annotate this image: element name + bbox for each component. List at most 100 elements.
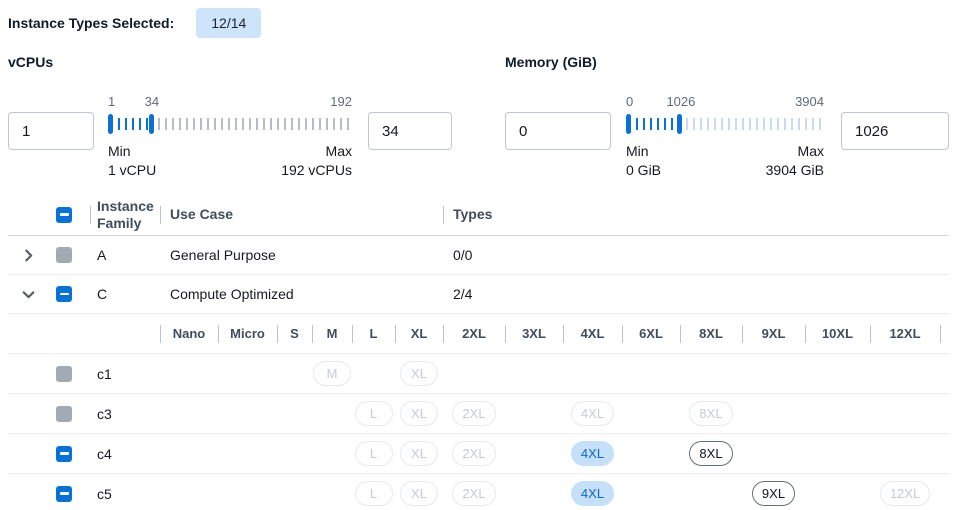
chevron-right-icon[interactable] [21,248,36,263]
chip-c5-9xl[interactable]: 9XL [751,481,796,506]
size-cell-c4-4xl: 4XL [563,434,622,473]
chip-c4-8xl[interactable]: 8XL [689,441,733,466]
select-family-A[interactable] [56,247,72,263]
size-column-header-l: L [352,314,395,353]
memory-min-input[interactable] [505,112,611,150]
size-cell-c4-12xl [870,434,940,473]
size-cell-c3-3xl [505,394,563,433]
size-cell-c1-micro [218,354,277,393]
size-cell-c4-xl: XL [395,434,443,473]
memory-slider-track[interactable] [626,114,824,134]
memory-label: Memory (GiB) [505,54,597,70]
size-cell-c1-s [277,354,312,393]
size-cell-c1-l [352,354,395,393]
memory-scale-current: 1026 [666,94,696,109]
size-cell-c4-nano [160,434,218,473]
size-cell-c4-10xl [805,434,870,473]
size-cell-c4-m [312,434,352,473]
vcpus-max-input[interactable] [368,112,452,150]
instance-name: c4 [97,445,112,462]
selection-summary: Instance Types Selected: 12/14 [8,8,949,38]
size-cell-c3-nano [160,394,218,433]
indeterminate-dash [59,492,69,495]
memory-captions: Min 0 GiB Max 3904 GiB [626,142,824,180]
row-expand-spacer [8,394,48,433]
chip-c5-2xl: 2XL [452,481,496,506]
size-cell-c3-micro [218,394,277,433]
size-cell-c4-s [277,434,312,473]
size-cell-c3-10xl [805,394,870,433]
instance-row-c5: c5 L XL 2XL 4XL 9XL 12XL [8,474,949,510]
chevron-down-icon[interactable] [21,287,36,302]
vcpus-min-input[interactable] [8,112,94,150]
size-cell-c1-8xl [680,354,742,393]
size-cell-c5-2xl: 2XL [443,474,505,510]
size-cell-c1-9xl [742,354,805,393]
size-cell-c4-6xl [622,434,680,473]
filters: vCPUs 1 34 192 [8,54,949,180]
memory-slider: 0 1026 3904 Min 0 GiB [626,94,824,180]
select-family-C[interactable] [56,286,72,302]
chip-c3-l: L [354,401,393,426]
chip-c4-xl: XL [400,441,438,466]
vcpus-ticks-unselected [151,118,352,130]
vcpus-ticks-selected [111,118,152,130]
size-cell-c4-2xl: 2XL [443,434,505,473]
select-instance-c3[interactable] [56,405,72,422]
size-cell-c1-12xl [870,354,940,393]
chip-c1-m: M [313,361,351,386]
size-column-header-m: M [312,314,352,353]
instance-row-c4: c4 L XL 2XL 4XL 8XL [8,434,949,474]
select-instance-c1[interactable] [56,365,72,382]
chip-c4-4xl[interactable]: 4XL [570,441,615,466]
size-cell-c3-2xl: 2XL [443,394,505,433]
size-cell-c5-micro [218,474,277,510]
size-cell-c5-10xl [805,474,870,510]
table-body: A General Purpose 0/0 C Compute Optimized 2/4… [8,236,949,510]
family-name: C [97,286,108,302]
vcpus-max-label: Max [325,143,352,159]
select-instance-c5[interactable] [56,485,72,502]
memory-ticks-unselected [679,118,824,130]
memory-slider-handle-max[interactable] [677,114,683,134]
chip-c4-l: L [354,441,393,466]
memory-max-input[interactable] [841,112,949,150]
vcpus-slider-track[interactable] [108,114,352,134]
instance-name: c1 [97,365,112,382]
memory-max-label: Max [797,143,824,159]
family-row-A: A General Purpose 0/0 [8,236,949,275]
family-row-C: C Compute Optimized 2/4 [8,275,949,314]
size-cell-c3-xl: XL [395,394,443,433]
size-cell-c4-8xl: 8XL [680,434,742,473]
size-cell-c3-6xl [622,394,680,433]
select-instance-c4[interactable] [56,445,72,462]
vcpus-slider: 1 34 192 Min 1 vCPU [108,94,352,180]
vcpus-max-caption: 192 vCPUs [281,162,352,178]
size-cell-c3-8xl: 8XL [680,394,742,433]
size-cell-c4-micro [218,434,277,473]
vcpus-slider-handle-max[interactable] [149,114,155,134]
family-use-case: General Purpose [170,247,276,263]
chip-c5-4xl[interactable]: 4XL [570,481,615,506]
column-header-types: Types [443,194,949,235]
size-column-header-6xl: 6XL [622,314,680,353]
vcpus-min-caption: 1 vCPU [108,162,157,178]
memory-scale-start: 0 [626,94,634,109]
size-column-header-micro: Micro [218,314,277,353]
size-cell-c3-l: L [352,394,395,433]
vcpus-captions: Min 1 vCPU Max 192 vCPUs [108,142,352,180]
family-use-case: Compute Optimized [170,286,294,302]
size-column-header-4xl: 4XL [563,314,622,353]
chip-c4-2xl: 2XL [452,441,496,466]
size-cell-c1-xl: XL [395,354,443,393]
vcpus-slider-handle-min[interactable] [108,114,113,134]
select-all-checkbox[interactable] [56,206,72,223]
column-header-instance-family: Instance Family [90,194,160,235]
size-cell-c3-9xl [742,394,805,433]
instance-row-c3: c3 L XL 2XL 4XL 8XL [8,394,949,434]
table-header-row: Instance Family Use Case Types [8,194,949,236]
row-expand-spacer [8,474,48,510]
memory-slider-handle-min[interactable] [626,114,631,134]
size-cell-c3-12xl [870,394,940,433]
